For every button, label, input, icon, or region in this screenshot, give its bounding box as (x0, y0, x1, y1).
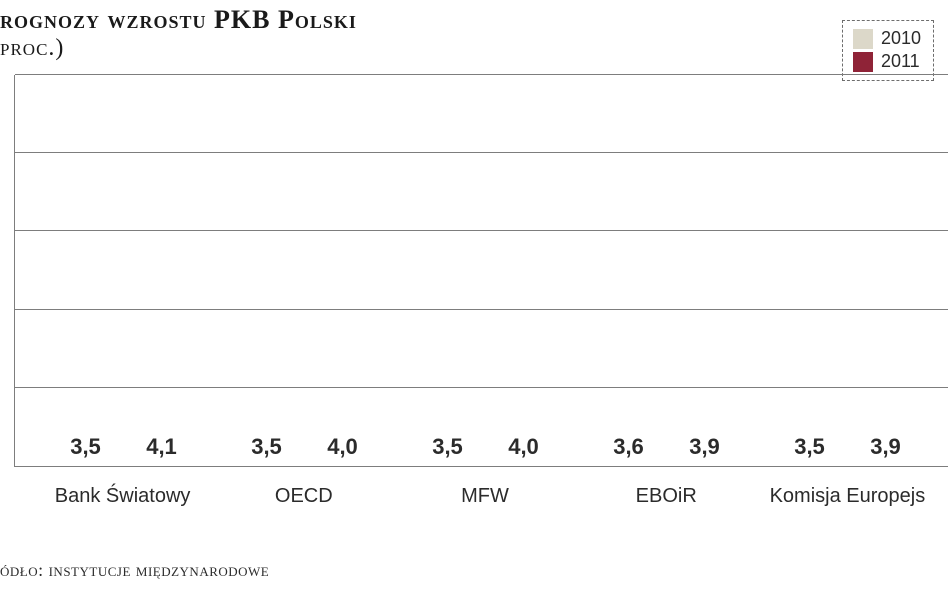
bar-value-label: 3,5 (251, 434, 282, 460)
gridline (15, 387, 948, 388)
x-category-label: MFW (394, 485, 575, 508)
chart-area: 3,54,13,54,03,54,03,63,93,53,9 Bank Świa… (0, 75, 948, 467)
bar-value-label: 3,9 (689, 434, 720, 460)
bar-value-label: 3,5 (432, 434, 463, 460)
plot-area: 3,5 4,1 3,5 4,0 3,5 4,0 3,6 3,9 3,5 3,9 (14, 75, 948, 467)
x-category-label: OECD (213, 485, 394, 508)
legend-label: 2011 (881, 50, 920, 73)
legend-item: 2011 (853, 50, 921, 73)
gridline (15, 152, 948, 153)
legend-swatch-icon (853, 29, 873, 49)
legend-item: 2010 (853, 27, 921, 50)
bar-value-label: 3,9 (870, 434, 901, 460)
bar-value-label: 3,5 (70, 434, 101, 460)
bar-value-label: 4,0 (508, 434, 539, 460)
gridline (15, 230, 948, 231)
chart-source: ódło: instytucje międzynarodowe (0, 560, 269, 581)
bar-value-label: 3,6 (613, 434, 644, 460)
gridline (15, 74, 948, 75)
chart-subtitle: proc.) (0, 35, 948, 61)
bar-value-label: 4,1 (146, 434, 177, 460)
x-category-label: Komisja Europejs (757, 485, 938, 508)
chart-title: rognozy wzrostu PKB Polski (0, 6, 948, 35)
chart-header: rognozy wzrostu PKB Polski proc.) (0, 0, 948, 61)
legend-label: 2010 (881, 27, 921, 50)
bar-value-label: 3,5 (794, 434, 825, 460)
bar-groups: 3,5 4,1 3,5 4,0 3,5 4,0 3,6 3,9 3,5 3,9 (15, 75, 948, 466)
legend: 2010 2011 (842, 20, 934, 81)
gridline (15, 309, 948, 310)
bar-value-label: 4,0 (327, 434, 358, 460)
x-axis: Bank ŚwiatowyOECDMFWEBOiRKomisja Europej… (14, 485, 948, 508)
legend-swatch-icon (853, 52, 873, 72)
x-category-label: EBOiR (576, 485, 757, 508)
x-category-label: Bank Światowy (32, 485, 213, 508)
